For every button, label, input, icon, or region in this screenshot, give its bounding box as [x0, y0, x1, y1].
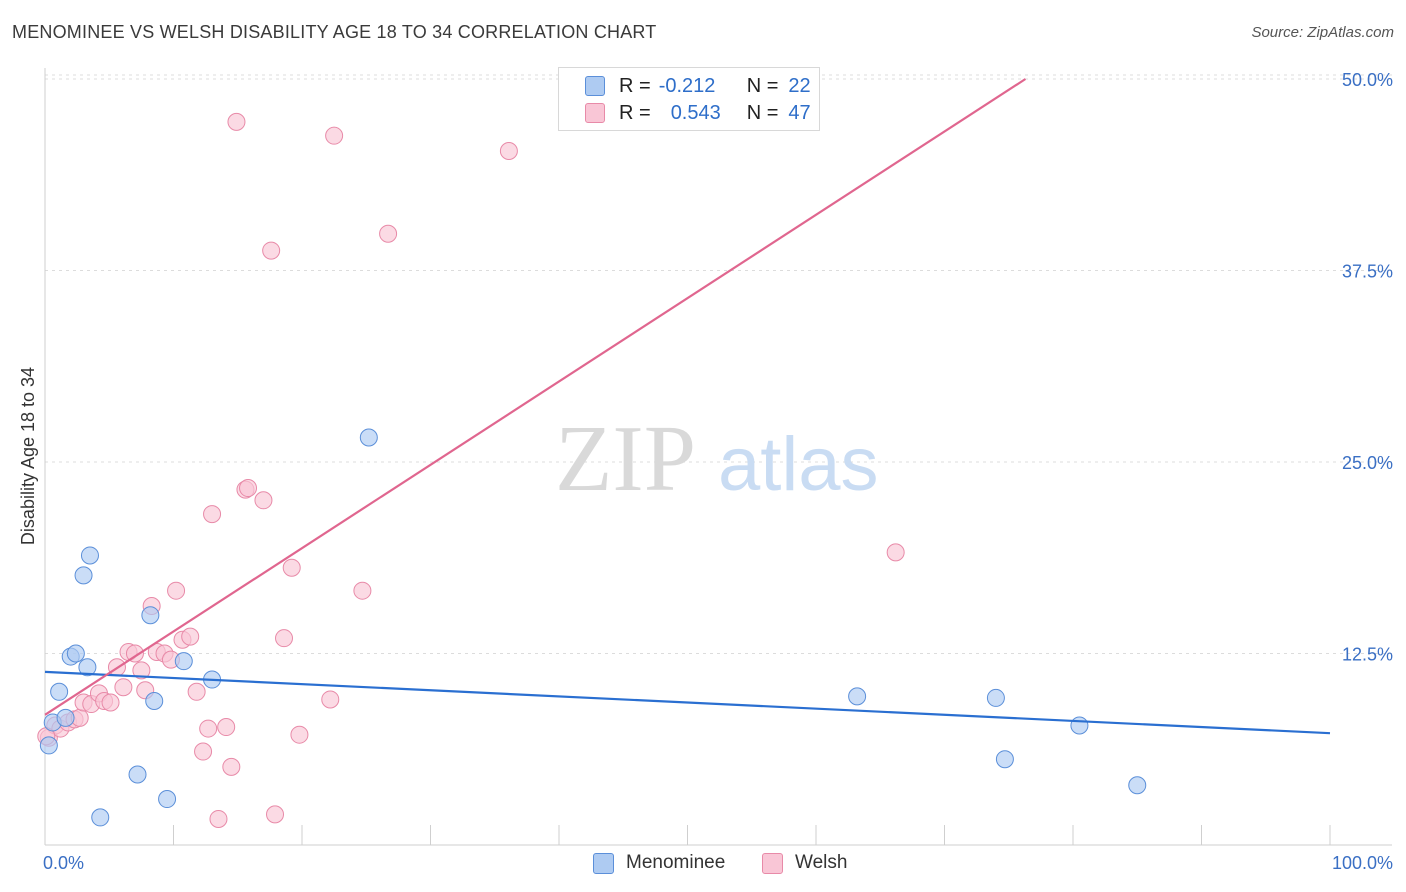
- welsh-point: [187, 682, 206, 701]
- watermark-zip: ZIP: [555, 407, 696, 511]
- welsh-point: [262, 241, 281, 260]
- bottom-legend-welsh: Welsh: [762, 852, 847, 874]
- n-value: 22: [788, 74, 811, 97]
- welsh-point: [239, 479, 258, 498]
- welsh-point: [886, 543, 905, 562]
- menominee-point: [80, 546, 99, 565]
- welsh-legend-label: Welsh: [795, 852, 848, 873]
- r-label: R =: [619, 101, 651, 124]
- y-axis-label: Disability Age 18 to 34: [18, 367, 38, 545]
- menominee-point: [91, 808, 110, 827]
- menominee-point: [74, 566, 93, 585]
- welsh-point: [217, 718, 236, 737]
- y-tick-label: 25.0%: [1342, 453, 1393, 473]
- n-value: 47: [788, 101, 811, 124]
- menominee-point: [158, 790, 177, 809]
- welsh-point: [275, 629, 294, 648]
- menominee-point: [359, 428, 378, 447]
- menominee-point: [1070, 716, 1089, 735]
- y-tick-label: 12.5%: [1342, 645, 1393, 665]
- menominee-point: [986, 688, 1005, 707]
- welsh-point: [203, 505, 222, 524]
- tick-labels: 12.5% 25.0% 37.5% 50.0% 0.0% 100.0%: [43, 70, 1393, 873]
- welsh-point: [194, 742, 213, 761]
- legend-row-menominee: R = -0.212 N = 22: [585, 74, 811, 98]
- welsh-point: [321, 690, 340, 709]
- menominee-trend-line: [44, 670, 1331, 735]
- chart-title: MENOMINEE VS WELSH DISABILITY AGE 18 TO …: [12, 22, 657, 42]
- r-value: -0.212: [658, 74, 716, 97]
- grid-lines: [45, 74, 1392, 654]
- menominee-point: [145, 691, 164, 710]
- menominee-point: [995, 750, 1014, 769]
- menominee-swatch: [585, 76, 605, 96]
- welsh-point: [325, 126, 344, 145]
- welsh-point: [222, 757, 241, 776]
- n-label: N =: [746, 74, 779, 97]
- correlation-legend: R = -0.212 N = 22 R = 0.543 N = 47: [558, 67, 820, 131]
- menominee-point: [128, 765, 147, 784]
- welsh-point: [181, 627, 200, 646]
- welsh-point: [353, 581, 372, 600]
- welsh-legend-swatch: [762, 852, 783, 874]
- watermark-atlas: atlas: [718, 422, 879, 507]
- welsh-point: [499, 142, 518, 161]
- welsh-trend-line: [44, 78, 1027, 716]
- welsh-point: [266, 805, 285, 824]
- bottom-legend-menominee: Menominee: [593, 852, 725, 874]
- menominee-point: [78, 658, 97, 677]
- n-label: N =: [746, 101, 779, 124]
- welsh-point: [101, 693, 120, 712]
- welsh-point: [199, 719, 218, 738]
- r-label: R =: [619, 74, 651, 97]
- menominee-point: [848, 687, 867, 706]
- x-tick-label: 100.0%: [1332, 853, 1393, 873]
- menominee-point: [66, 644, 85, 663]
- axes: [44, 68, 1392, 846]
- menominee-point: [141, 606, 160, 625]
- welsh-swatch: [585, 103, 605, 123]
- menominee-legend-label: Menominee: [626, 852, 726, 873]
- menominee-point: [50, 682, 69, 701]
- menominee-point: [56, 708, 75, 727]
- welsh-point: [167, 581, 186, 600]
- x-tick-label: 0.0%: [43, 853, 84, 873]
- menominee-point: [1128, 776, 1147, 795]
- y-tick-label: 50.0%: [1342, 70, 1393, 90]
- welsh-point: [379, 224, 398, 243]
- menominee-point: [39, 736, 58, 755]
- menominee-legend-swatch: [593, 852, 614, 874]
- welsh-point: [254, 491, 273, 510]
- r-value: 0.543: [670, 101, 721, 124]
- watermark: ZIP atlas: [555, 407, 879, 511]
- welsh-point: [114, 678, 133, 697]
- welsh-point: [209, 809, 228, 828]
- menominee-point: [174, 652, 193, 671]
- welsh-point: [282, 558, 301, 577]
- legend-row-welsh: R = 0.543 N = 47: [585, 101, 811, 125]
- welsh-point: [132, 661, 151, 680]
- welsh-point: [290, 725, 309, 744]
- welsh-point: [227, 112, 246, 131]
- y-tick-label: 37.5%: [1342, 262, 1393, 282]
- welsh-point: [125, 644, 144, 663]
- trend-lines: [44, 78, 1331, 735]
- source-label: Source: ZipAtlas.com: [1251, 24, 1394, 41]
- menominee-points: [39, 428, 1147, 827]
